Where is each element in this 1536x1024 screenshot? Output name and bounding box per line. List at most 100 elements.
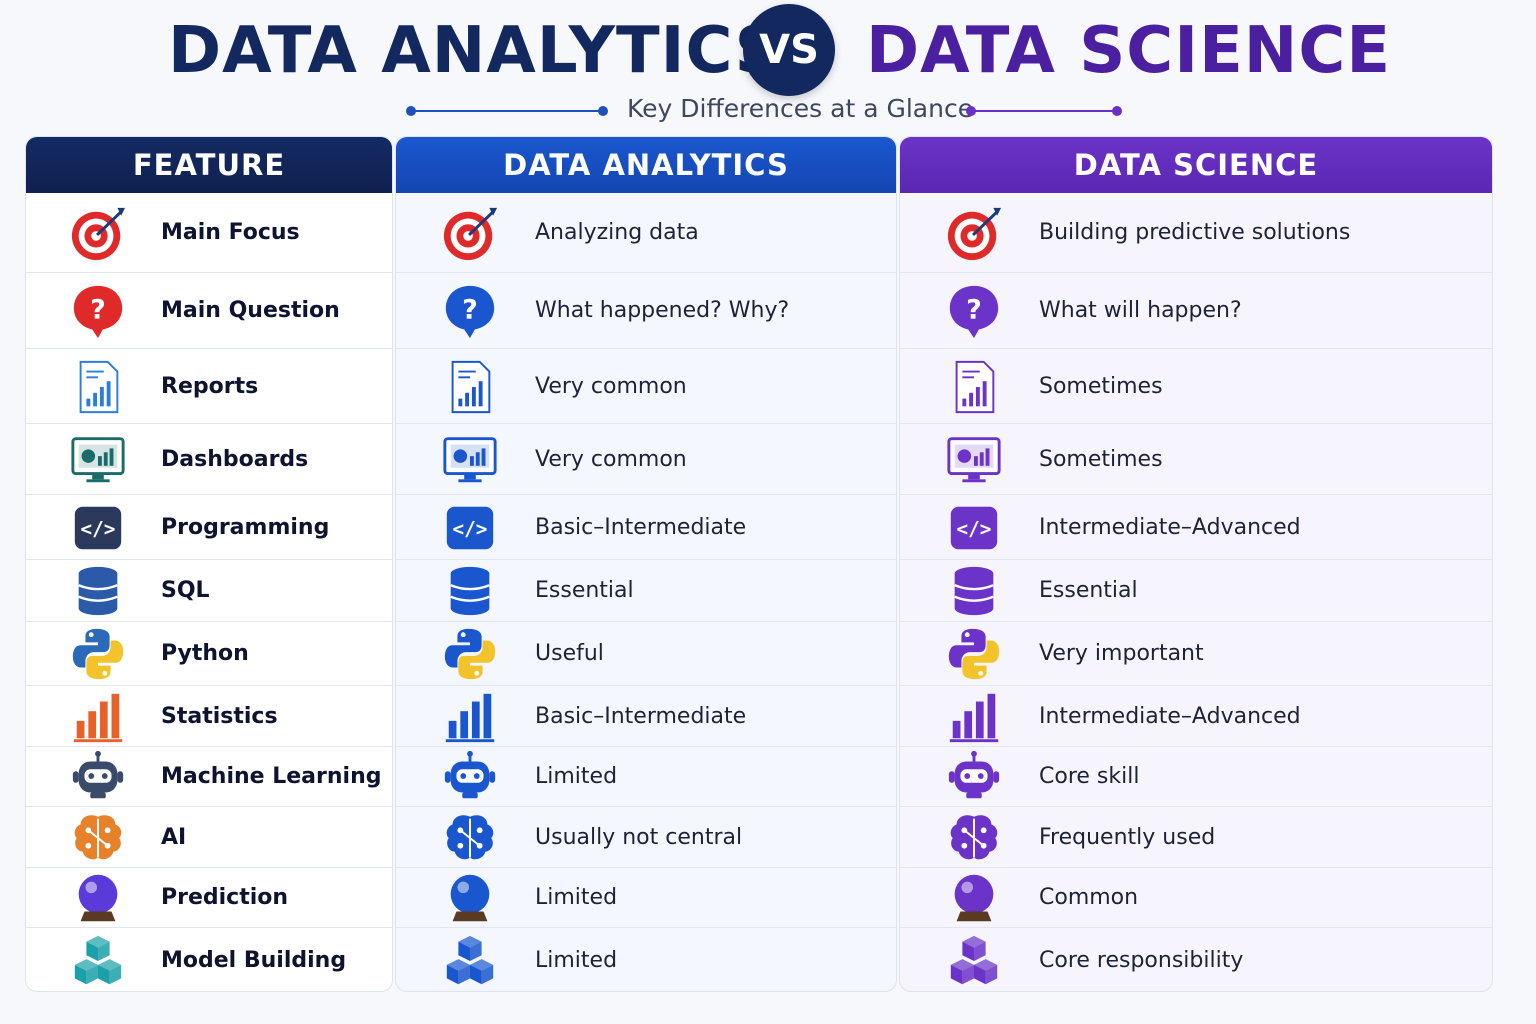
feature-row: ? Main Question	[26, 272, 392, 348]
feature-cell-text: SQL	[161, 578, 210, 603]
feature-cell-text: Programming	[161, 514, 330, 540]
subtitle: Key Differences at a Glance	[627, 94, 974, 123]
analytics-row: Analyzing data	[396, 193, 896, 272]
feature-column: FEATURE Main Focus? Main Question Reports D…	[25, 136, 393, 992]
subtitle-row: Key Differences at a Glance	[0, 92, 1536, 132]
science-row: Building predictive solutions	[900, 193, 1492, 272]
robot-icon	[942, 745, 1006, 809]
science-row: Sometimes	[900, 423, 1492, 494]
data-science-column-header: DATA SCIENCE	[900, 137, 1492, 193]
analytics-row: </> Basic–Intermediate	[396, 494, 896, 559]
science-cell-text: Sometimes	[1039, 373, 1163, 399]
analytics-cell-text: Very common	[535, 446, 687, 472]
analytics-row: Limited	[396, 867, 896, 927]
analytics-cell-text: Usually not central	[535, 824, 743, 850]
science-row: Essential	[900, 559, 1492, 621]
dashboard-icon	[438, 428, 502, 492]
feature-cell-text: Dashboards	[161, 446, 309, 472]
analytics-cell-text: Useful	[535, 641, 604, 666]
science-row: Common	[900, 867, 1492, 927]
feature-row: Statistics	[26, 685, 392, 746]
science-cell-text: Common	[1039, 885, 1139, 910]
svg-text:</>: </>	[453, 517, 488, 540]
svg-text:?: ?	[90, 295, 106, 326]
analytics-row: Very common	[396, 423, 896, 494]
science-row: ? What will happen?	[900, 272, 1492, 348]
analytics-row: Limited	[396, 746, 896, 806]
science-cell-text: Essential	[1039, 578, 1138, 603]
feature-cell-text: Main Focus	[161, 219, 300, 245]
title-data-analytics: DATA ANALYTICS	[168, 14, 782, 88]
code-icon: </>	[438, 496, 502, 560]
brain-icon	[438, 806, 502, 870]
analytics-cell-text: Very common	[535, 373, 687, 399]
science-cell-text: Intermediate–Advanced	[1039, 703, 1301, 729]
report-icon	[66, 355, 130, 419]
analytics-row: Very common	[396, 348, 896, 423]
python-icon	[942, 622, 1006, 686]
analytics-row: Useful	[396, 621, 896, 685]
feature-row: Reports	[26, 348, 392, 423]
cubes-icon	[66, 929, 130, 991]
science-cell-text: Core skill	[1039, 764, 1140, 789]
data-science-column: DATA SCIENCE Building predictive solutio…	[899, 136, 1493, 992]
page-header: DATA ANALYTICS VS DATA SCIENCE	[0, 0, 1536, 100]
bar-chart-icon	[66, 685, 130, 749]
science-row: </> Intermediate–Advanced	[900, 494, 1492, 559]
report-icon	[438, 355, 502, 419]
feature-row: Machine Learning	[26, 746, 392, 806]
feature-row: Main Focus	[26, 193, 392, 272]
analytics-cell-text: Essential	[535, 578, 634, 603]
subtitle-dot-right	[1112, 106, 1122, 116]
target-icon	[66, 201, 130, 265]
database-icon	[942, 559, 1006, 623]
cubes-icon	[438, 929, 502, 991]
data-analytics-column: DATA ANALYTICS Analyzing data? What happe…	[395, 136, 897, 992]
science-cell-text: Frequently used	[1039, 824, 1216, 850]
crystal-ball-icon	[438, 866, 502, 930]
feature-row: SQL	[26, 559, 392, 621]
science-row: Core responsibility	[900, 927, 1492, 991]
analytics-row: Essential	[396, 559, 896, 621]
feature-column-header: FEATURE	[26, 137, 392, 193]
feature-cell-text: Main Question	[161, 298, 340, 323]
feature-row: Python	[26, 621, 392, 685]
science-cell-text: Intermediate–Advanced	[1039, 514, 1301, 540]
svg-text:</>: </>	[957, 517, 992, 540]
data-analytics-column-header: DATA ANALYTICS	[396, 137, 896, 193]
feature-row: </> Programming	[26, 494, 392, 559]
science-row: Intermediate–Advanced	[900, 685, 1492, 746]
database-icon	[66, 559, 130, 623]
feature-cell-text: Machine Learning	[161, 764, 382, 789]
crystal-ball-icon	[66, 866, 130, 930]
analytics-cell-text: Basic–Intermediate	[535, 703, 747, 729]
code-icon: </>	[942, 496, 1006, 560]
report-icon	[942, 355, 1006, 419]
science-cell-text: Sometimes	[1039, 446, 1163, 472]
vs-badge: VS	[743, 4, 835, 96]
python-icon	[66, 622, 130, 686]
subtitle-line-left	[410, 110, 604, 112]
feature-cell-text: Prediction	[161, 885, 289, 910]
brain-icon	[66, 806, 130, 870]
science-row: Sometimes	[900, 348, 1492, 423]
target-icon	[942, 201, 1006, 265]
feature-row: Prediction	[26, 867, 392, 927]
robot-icon	[66, 745, 130, 809]
feature-cell-text: Statistics	[161, 703, 278, 729]
bar-chart-icon	[438, 685, 502, 749]
bar-chart-icon	[942, 685, 1006, 749]
crystal-ball-icon	[942, 866, 1006, 930]
analytics-row: Basic–Intermediate	[396, 685, 896, 746]
cubes-icon	[942, 929, 1006, 991]
science-cell-text: Very important	[1039, 641, 1204, 666]
feature-cell-text: Reports	[161, 373, 259, 399]
science-row: Frequently used	[900, 806, 1492, 867]
code-icon: </>	[66, 496, 130, 560]
question-icon: ?	[66, 279, 130, 343]
analytics-cell-text: Analyzing data	[535, 219, 699, 245]
question-icon: ?	[438, 279, 502, 343]
dashboard-icon	[942, 428, 1006, 492]
target-icon	[438, 201, 502, 265]
analytics-cell-text: Limited	[535, 885, 618, 910]
